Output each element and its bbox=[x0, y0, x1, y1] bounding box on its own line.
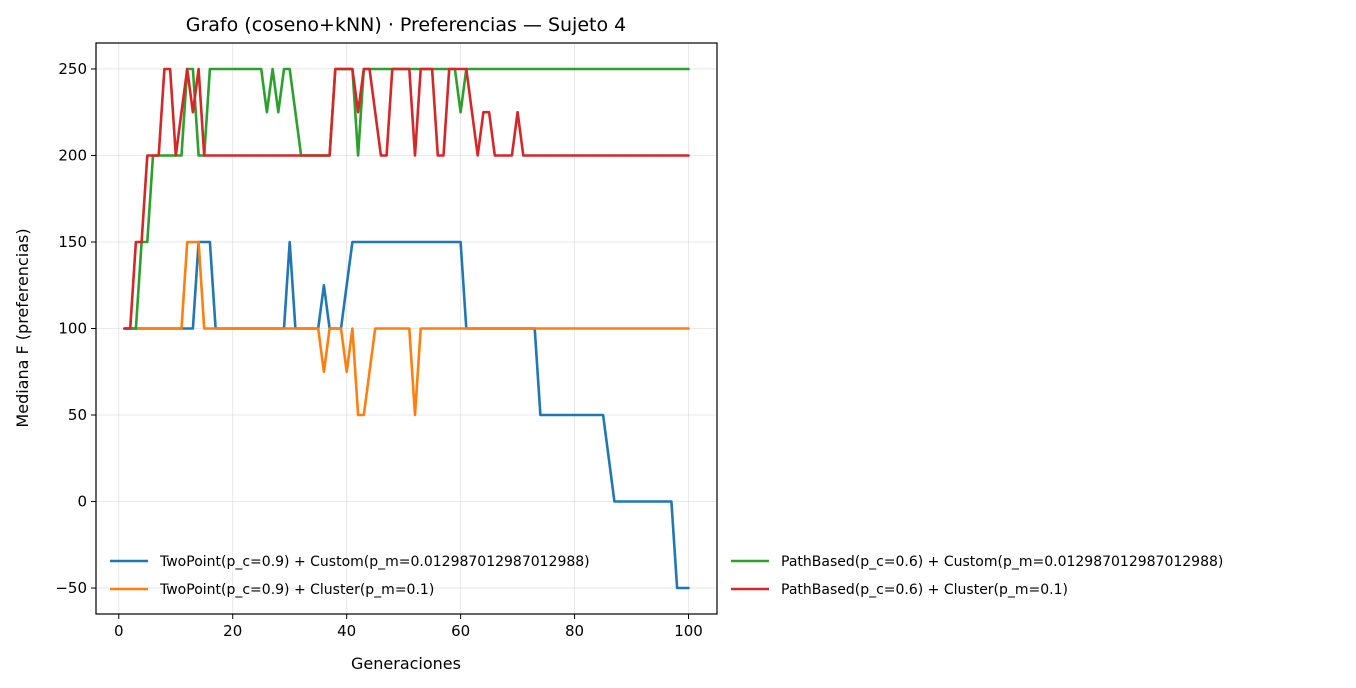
y-tick-label: 250 bbox=[58, 60, 87, 78]
legend-label-4: PathBased(p_c=0.6) + Cluster(p_m=0.1) bbox=[781, 582, 1068, 598]
y-tick-label: 100 bbox=[58, 320, 87, 338]
x-tick-label: 100 bbox=[674, 622, 703, 640]
y-tick-label: 200 bbox=[58, 146, 87, 164]
series-line-3 bbox=[123, 67, 690, 330]
x-tick-label: 60 bbox=[451, 622, 470, 640]
series-layer bbox=[123, 67, 690, 590]
legend-label-2: TwoPoint(p_c=0.9) + Cluster(p_m=0.1) bbox=[159, 582, 434, 598]
legend-label-3: PathBased(p_c=0.6) + Custom(p_m=0.012987… bbox=[781, 554, 1223, 570]
chart-title: Grafo (coseno+kNN) · Preferencias — Suje… bbox=[186, 14, 626, 36]
y-axis: −50 0 50 100 150 200 250 bbox=[55, 60, 96, 597]
x-tick-label: 80 bbox=[565, 622, 584, 640]
legend-label-1: TwoPoint(p_c=0.9) + Custom(p_m=0.0129870… bbox=[159, 554, 590, 570]
series-line-2 bbox=[123, 240, 690, 417]
y-axis-label: Mediana F (preferencias) bbox=[13, 228, 32, 427]
x-axis: 0 20 40 60 80 100 bbox=[114, 614, 703, 640]
y-tick-label: 0 bbox=[77, 493, 87, 511]
x-tick-label: 40 bbox=[337, 622, 356, 640]
y-tick-label: 50 bbox=[68, 406, 87, 424]
y-tick-label: 150 bbox=[58, 233, 87, 251]
x-tick-label: 20 bbox=[223, 622, 242, 640]
legend: TwoPoint(p_c=0.9) + Custom(p_m=0.0129870… bbox=[110, 554, 1223, 598]
series-line-4 bbox=[123, 67, 690, 330]
x-axis-label: Generaciones bbox=[351, 654, 461, 673]
y-tick-label: −50 bbox=[55, 579, 87, 597]
x-tick-label: 0 bbox=[114, 622, 124, 640]
